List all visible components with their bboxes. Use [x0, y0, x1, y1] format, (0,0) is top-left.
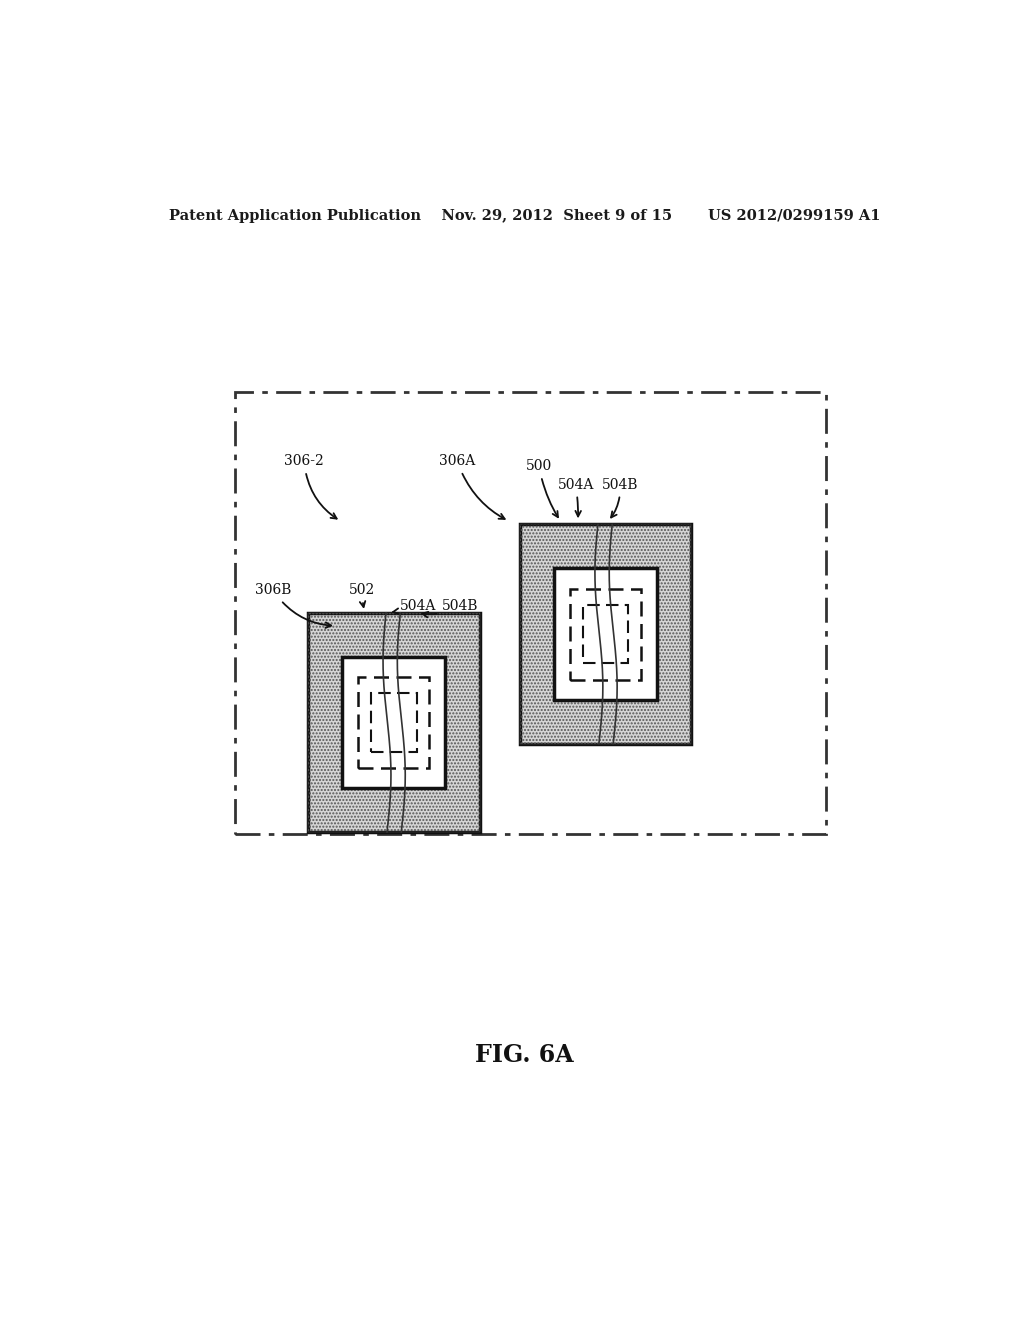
Bar: [342, 656, 445, 788]
Bar: [520, 524, 691, 744]
Text: 306B: 306B: [255, 583, 331, 628]
Bar: [554, 568, 657, 700]
Text: 504A: 504A: [557, 478, 594, 516]
Text: 306A: 306A: [439, 454, 505, 519]
Bar: [358, 677, 429, 768]
Text: Patent Application Publication    Nov. 29, 2012  Sheet 9 of 15       US 2012/029: Patent Application Publication Nov. 29, …: [169, 210, 881, 223]
Text: 504A: 504A: [393, 599, 436, 614]
Bar: [371, 693, 417, 751]
Text: FIG. 6A: FIG. 6A: [475, 1043, 574, 1067]
Text: 502: 502: [349, 583, 375, 607]
Text: 306-2: 306-2: [285, 454, 337, 519]
Text: 504B: 504B: [602, 478, 638, 517]
Bar: [583, 605, 629, 663]
Text: 500: 500: [526, 459, 558, 517]
Bar: [520, 524, 691, 744]
Bar: [308, 612, 479, 833]
Bar: [308, 612, 479, 833]
Bar: [570, 589, 641, 680]
Bar: [236, 392, 826, 834]
Text: 504B: 504B: [422, 599, 479, 618]
